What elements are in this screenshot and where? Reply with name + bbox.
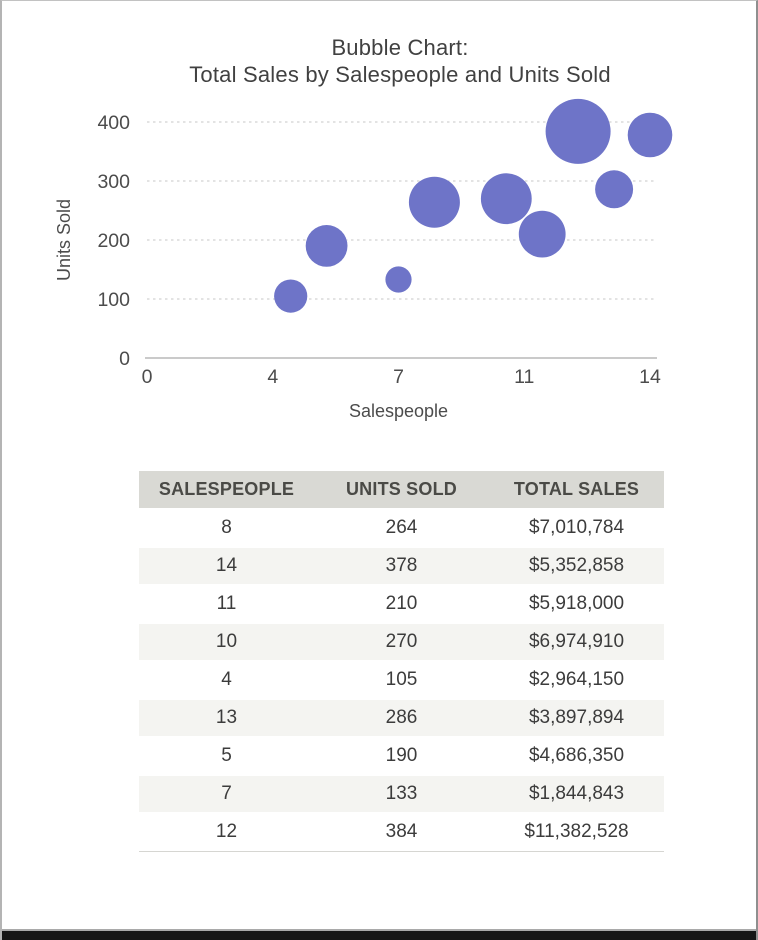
bubble [274, 279, 308, 313]
bubble [627, 112, 673, 158]
bubble [480, 173, 532, 225]
table-cell: 13 [139, 699, 314, 738]
x-tick-label: 7 [393, 366, 404, 388]
table-cell: $6,974,910 [489, 623, 664, 662]
table-row: 11 210 $5,918,000 [139, 585, 664, 624]
table-cell: 378 [314, 547, 489, 586]
y-tick-label: 400 [97, 112, 130, 134]
table-row: 13 286 $3,897,894 [139, 699, 664, 738]
table-cell: 4 [139, 661, 314, 700]
table-cell: $2,964,150 [489, 661, 664, 700]
chart-title: Bubble Chart: Total Sales by Salespeople… [72, 34, 728, 88]
bubble-chart-svg: 0 100 200 300 400 0 4 7 11 14 Units Sold Salespeopl… [54, 98, 673, 421]
table-cell: 7 [139, 775, 314, 814]
table-cell: $5,918,000 [489, 585, 664, 624]
table-row: 5 190 $4,686,350 [139, 737, 664, 776]
table-row: 7 133 $1,844,843 [139, 775, 664, 814]
bubble [305, 225, 348, 267]
x-axis-label: Salespeople [349, 401, 448, 421]
table-cell: 264 [314, 509, 489, 548]
sales-data-table: SALESPEOPLE UNITS SOLD TOTAL SALES 8 264 $7,… [139, 471, 664, 852]
table-cell: 286 [314, 699, 489, 738]
x-tick-label: 0 [142, 366, 153, 388]
chart-title-line2: Total Sales by Salespeople and Units Sol… [189, 62, 611, 87]
table-cell: 105 [314, 661, 489, 700]
table-cell: 384 [314, 813, 489, 852]
table-row: 12 384 $11,382,528 [139, 813, 664, 852]
table-cell: $11,382,528 [489, 813, 664, 852]
chart-title-line1: Bubble Chart: [331, 35, 469, 60]
table-cell: 11 [139, 585, 314, 624]
table-row: 8 264 $7,010,784 [139, 509, 664, 548]
y-tick-label: 300 [97, 171, 130, 193]
table-cell: $3,897,894 [489, 699, 664, 738]
table-cell: 8 [139, 509, 314, 548]
table-row: 4 105 $2,964,150 [139, 661, 664, 700]
table-cell: 133 [314, 775, 489, 814]
y-axis-label: Units Sold [54, 199, 74, 281]
bubble [408, 176, 460, 228]
table-cell: $4,686,350 [489, 737, 664, 776]
table-header-cell: TOTAL SALES [489, 471, 664, 510]
y-tick-label: 0 [119, 348, 130, 370]
table-cell: 190 [314, 737, 489, 776]
table-row: 10 270 $6,974,910 [139, 623, 664, 662]
bubble-chart: Bubble Chart: Total Sales by Salespeople… [2, 1, 756, 471]
table-header-row: SALESPEOPLE UNITS SOLD TOTAL SALES [139, 471, 664, 510]
table-cell: 14 [139, 547, 314, 586]
bubble [518, 210, 566, 258]
table-header-cell: SALESPEOPLE [139, 471, 314, 510]
table-header-cell: UNITS SOLD [314, 471, 489, 510]
table-cell: 12 [139, 813, 314, 852]
table-cell: 210 [314, 585, 489, 624]
x-tick-label: 11 [514, 366, 534, 388]
window-bottom-edge [2, 929, 756, 940]
table-body: 8 264 $7,010,784 14 378 $5,352,858 11 210 $5,918… [139, 509, 664, 852]
bubble [545, 98, 611, 164]
table-cell: 10 [139, 623, 314, 662]
bubble [595, 170, 634, 209]
table-row: 14 378 $5,352,858 [139, 547, 664, 586]
y-tick-label: 100 [97, 289, 130, 311]
y-tick-label: 200 [97, 230, 130, 252]
table-cell: 5 [139, 737, 314, 776]
bubble [385, 266, 412, 293]
table-cell: $7,010,784 [489, 509, 664, 548]
table-cell: $1,844,843 [489, 775, 664, 814]
table-cell: 270 [314, 623, 489, 662]
x-tick-label: 14 [639, 366, 661, 388]
x-tick-label: 4 [267, 366, 278, 388]
table-cell: $5,352,858 [489, 547, 664, 586]
